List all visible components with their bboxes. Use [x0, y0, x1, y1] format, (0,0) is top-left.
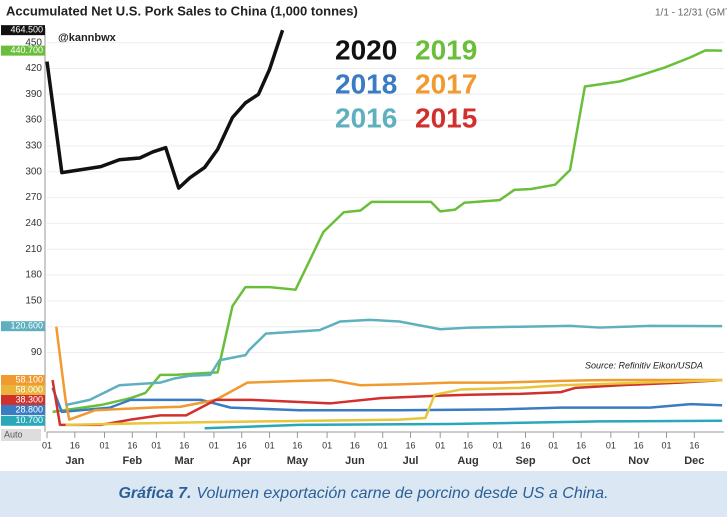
series-line: [51, 378, 723, 427]
month-label: Dec: [684, 455, 704, 467]
legend-entry: 2020: [335, 34, 397, 65]
end-label: 58.000: [15, 384, 43, 394]
x-tick-label: 16: [237, 440, 247, 450]
x-tick-label: 01: [435, 440, 445, 450]
x-tick-label: 01: [265, 440, 275, 450]
x-tick-label: 16: [179, 440, 189, 450]
chart-title: Accumulated Net U.S. Pork Sales to China…: [6, 3, 358, 18]
x-tick-label: 16: [70, 440, 80, 450]
end-label: 464.500: [10, 25, 43, 35]
legend-entry: 2018: [335, 68, 397, 99]
x-tick-label: 01: [99, 440, 109, 450]
legend-entry: 2015: [415, 102, 477, 133]
x-tick-label: 16: [127, 440, 137, 450]
x-tick-label: 16: [576, 440, 586, 450]
x-tick-label: 01: [661, 440, 671, 450]
end-label: 120.600: [10, 321, 43, 331]
x-tick-label: 16: [292, 440, 302, 450]
y-tick-label: 360: [25, 115, 42, 126]
x-tick-label: 01: [493, 440, 503, 450]
y-tick-label: 180: [25, 270, 42, 281]
month-label: Nov: [628, 455, 650, 467]
month-label: Apr: [232, 455, 252, 467]
month-label: Aug: [457, 455, 478, 467]
series-line: [65, 378, 723, 427]
end-label-box: [1, 384, 45, 395]
month-label: Jul: [403, 455, 419, 467]
x-tick-label: 16: [406, 440, 416, 450]
series-line: [55, 326, 723, 421]
end-label-box: [1, 25, 45, 36]
x-tick-label: 01: [42, 440, 52, 450]
x-tick-label: 01: [209, 440, 219, 450]
x-tick-label: 01: [378, 440, 388, 450]
x-tick-label: 01: [548, 440, 558, 450]
y-tick-label: 420: [25, 63, 42, 74]
end-label: 10.700: [15, 415, 43, 425]
handle: @kannbwx: [58, 32, 117, 44]
caption-text: Volumen exportación carne de porcino des…: [196, 485, 609, 502]
end-label-box: [1, 45, 45, 56]
series-line: [204, 419, 723, 430]
y-tick-label: 150: [25, 296, 42, 307]
month-label: Mar: [174, 455, 194, 467]
y-tick-label: 330: [25, 141, 42, 152]
end-label: 58.100: [15, 374, 43, 384]
series-line: [45, 29, 285, 190]
series-line: [65, 318, 723, 407]
y-tick-label: 390: [25, 89, 42, 100]
y-tick-label: 300: [25, 166, 42, 177]
end-label-box: [1, 321, 45, 332]
end-label: 440.700: [10, 45, 43, 55]
month-label: May: [287, 455, 309, 467]
month-label: Oct: [572, 455, 591, 467]
axis-mode: Auto: [4, 429, 23, 439]
x-tick-label: 01: [151, 440, 161, 450]
legend-entry: 2019: [415, 34, 477, 65]
x-tick-label: 16: [634, 440, 644, 450]
month-label: Feb: [123, 455, 143, 467]
x-tick-label: 16: [350, 440, 360, 450]
y-tick-label: 270: [25, 192, 42, 203]
caption: Gráfica 7. Volumen exportación carne de p…: [0, 471, 727, 517]
month-label: Sep: [515, 455, 535, 467]
legend-entry: 2017: [415, 68, 477, 99]
source: Source: Refinitiv Eikon/USDA: [585, 360, 703, 370]
x-tick-label: 01: [322, 440, 332, 450]
caption-label: Gráfica 7.: [118, 485, 192, 502]
legend-entry: 2016: [335, 102, 397, 133]
x-tick-label: 16: [463, 440, 473, 450]
chart: Accumulated Net U.S. Pork Sales to China…: [1, 3, 727, 467]
series-line: [52, 49, 723, 414]
y-tick-label: 240: [25, 218, 42, 229]
end-label-box: [1, 374, 45, 385]
x-tick-label: 01: [606, 440, 616, 450]
y-tick-label: 450: [25, 37, 42, 48]
end-label-box: [1, 404, 45, 415]
end-label: 38.300: [15, 394, 43, 404]
month-label: Jan: [65, 455, 84, 467]
end-label-box: [1, 415, 45, 426]
axis-mode-box: [1, 429, 41, 441]
date-range: 1/1 - 12/31 (GMT): [655, 8, 727, 19]
series-line: [51, 387, 723, 414]
x-tick-label: 16: [689, 440, 699, 450]
month-label: Jun: [345, 455, 365, 467]
y-tick-label: 210: [25, 244, 42, 255]
end-label: 28.800: [15, 404, 43, 414]
x-tick-label: 16: [521, 440, 531, 450]
end-label-box: [1, 394, 45, 405]
y-tick-label: 90: [31, 347, 43, 358]
